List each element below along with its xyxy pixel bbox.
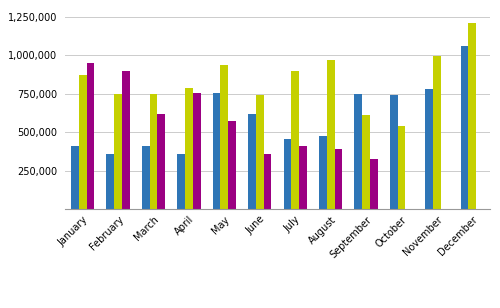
Bar bbox=[460, 46, 468, 209]
Bar bbox=[362, 115, 370, 209]
Bar bbox=[398, 126, 406, 209]
Bar bbox=[433, 56, 441, 209]
Bar bbox=[193, 93, 200, 209]
Bar bbox=[326, 60, 334, 209]
Bar bbox=[264, 154, 272, 209]
Bar bbox=[228, 121, 236, 209]
Bar bbox=[319, 136, 326, 209]
Bar bbox=[212, 93, 220, 209]
Bar bbox=[292, 71, 299, 209]
Bar bbox=[150, 94, 158, 209]
Bar bbox=[71, 145, 79, 209]
Bar bbox=[354, 94, 362, 209]
Bar bbox=[370, 159, 378, 209]
Bar bbox=[122, 71, 130, 209]
Bar bbox=[106, 154, 114, 209]
Bar bbox=[299, 146, 307, 209]
Bar bbox=[86, 63, 94, 209]
Bar bbox=[284, 139, 292, 209]
Bar bbox=[220, 65, 228, 209]
Bar bbox=[390, 95, 398, 209]
Bar bbox=[334, 148, 342, 209]
Bar bbox=[468, 23, 476, 209]
Legend: 2018, 2019, 2020: 2018, 2019, 2020 bbox=[202, 305, 353, 308]
Bar bbox=[178, 154, 185, 209]
Bar bbox=[79, 75, 86, 209]
Bar bbox=[256, 95, 264, 209]
Bar bbox=[114, 94, 122, 209]
Bar bbox=[158, 114, 165, 209]
Bar bbox=[142, 145, 150, 209]
Bar bbox=[185, 88, 193, 209]
Bar bbox=[425, 89, 433, 209]
Bar bbox=[248, 114, 256, 209]
